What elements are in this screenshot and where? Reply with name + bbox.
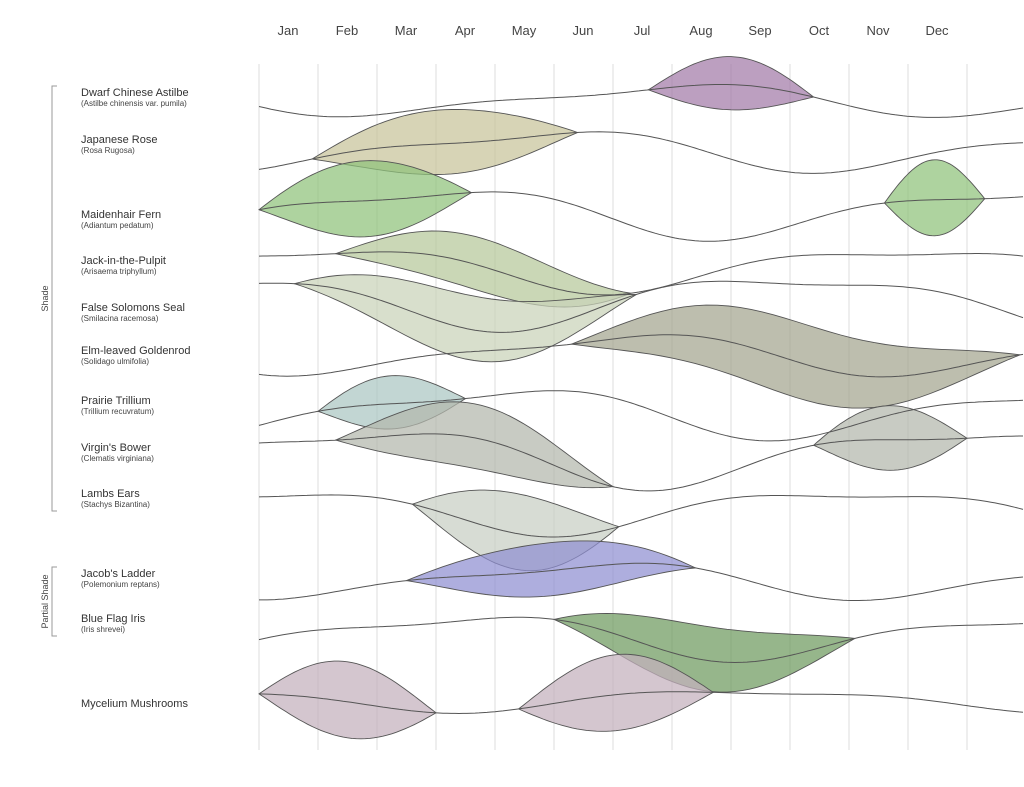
plant-strand [258,251,1024,296]
bloom-band [258,660,437,740]
bloom-band [647,56,815,111]
month-label: Dec [925,23,949,38]
plant-scientific-name: (Clematis virginiana) [81,454,154,463]
plant-name: Jack-in-the-Pulpit [81,255,166,267]
light-groups: Shade Partial Shade [40,85,57,637]
plant-scientific-name: (Stachys Bizantina) [81,500,150,509]
plant-strand [258,691,1024,715]
plant-name: Japanese Rose [81,134,157,146]
month-label: Aug [689,23,712,38]
plant-strand [258,191,1024,242]
plant-name: Jacob's Ladder [81,568,156,580]
bloom-bands [258,56,1021,740]
plant-strand [258,334,1024,378]
bloom-band [404,540,698,598]
plant-name: Lambs Ears [81,488,140,500]
month-label: Apr [455,23,476,38]
plant-strand [258,494,1024,538]
plant-strands [258,84,1024,715]
plant-scientific-name: (Astilbe chinensis var. pumila) [81,99,187,108]
plant-strand [258,433,1023,492]
plant-strand [258,280,1024,333]
bloom-band [569,304,1021,409]
plant-name: Mycelium Mushrooms [81,698,188,710]
month-label: Nov [866,23,890,38]
plant-name: Prairie Trillium [81,395,151,407]
month-label: Feb [336,23,358,38]
plant-scientific-name: (Rosa Rugosa) [81,146,135,155]
plant-scientific-name: (Adiantum pedatum) [81,221,154,230]
month-label: Jul [634,23,651,38]
group-label: Partial Shade [40,574,50,628]
month-label: Jan [278,23,299,38]
plant-name: Maidenhair Fern [81,209,161,221]
plant-labels: Dwarf Chinese Astilbe(Astilbe chinensis … [81,87,190,710]
month-label: Oct [809,23,830,38]
plant-name: Dwarf Chinese Astilbe [81,87,189,99]
bloom-band [883,159,986,237]
plant-name: Blue Flag Iris [81,613,146,625]
plant-scientific-name: (Trillium recuvratum) [81,407,154,416]
plant-scientific-name: (Iris shrevei) [81,625,125,634]
month-label: Jun [573,23,594,38]
plant-scientific-name: (Arisaema triphyllum) [81,267,157,276]
plant-name: Virgin's Bower [81,442,151,454]
month-label: Sep [748,23,771,38]
plant-scientific-name: (Smilacina racemosa) [81,314,159,323]
month-label: May [512,23,537,38]
group-bracket [51,85,57,512]
plant-scientific-name: (Solidago ulmifolia) [81,357,149,366]
plant-strand [258,616,1024,664]
group-label: Shade [40,285,50,311]
plant-strand [258,390,1024,442]
plant-strand [258,131,1024,174]
plant-strand [258,84,1024,118]
plant-strand [259,562,1024,601]
month-axis: Jan Feb Mar Apr May Jun Jul Aug Sep Oct Nov Dec [278,23,950,38]
plant-scientific-name: (Polemonium reptans) [81,580,160,589]
group-bracket [51,566,57,637]
month-label: Mar [395,23,418,38]
plant-name: Elm-leaved Goldenrod [81,345,190,357]
plant-name: False Solomons Seal [81,302,185,314]
